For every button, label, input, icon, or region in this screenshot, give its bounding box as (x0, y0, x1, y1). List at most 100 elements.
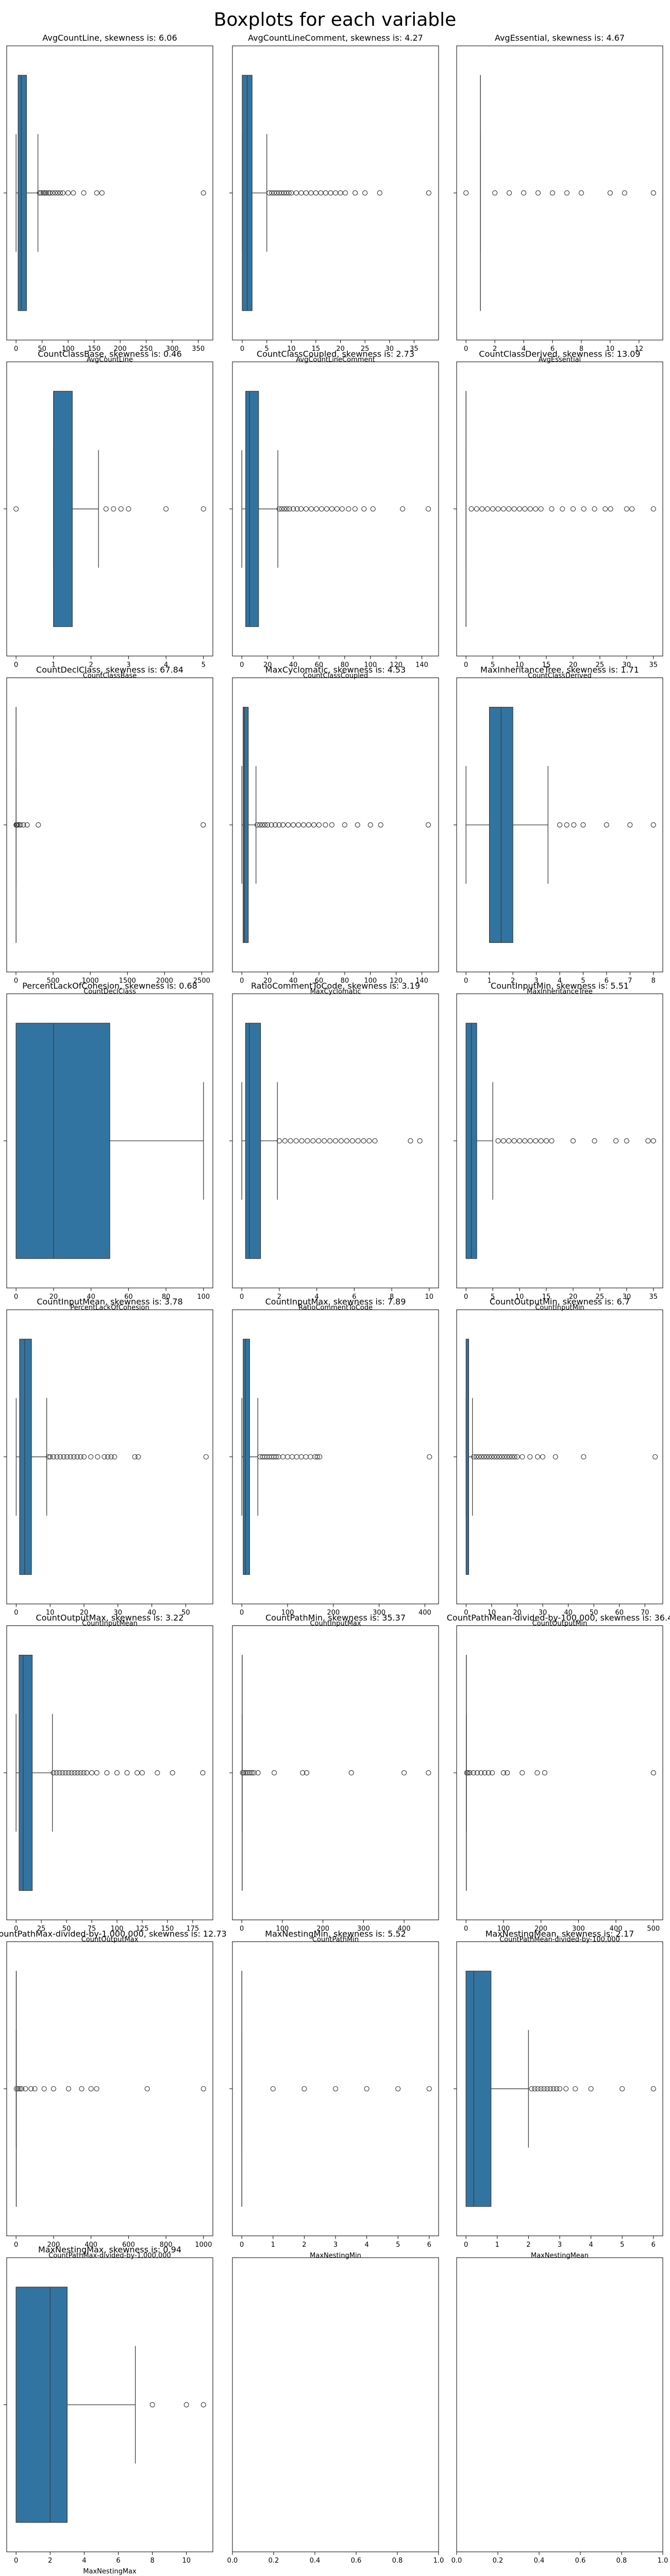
x-tick-label: 6 (352, 1293, 356, 1301)
x-tick-label: 1 (52, 661, 56, 669)
x-tick-label: 0 (240, 1925, 244, 1933)
outlier (474, 506, 480, 512)
box (243, 1338, 250, 1575)
outlier (316, 1138, 322, 1144)
x-tick-label: 100 (497, 1925, 510, 1933)
outlier (300, 1770, 306, 1776)
outlier (366, 1138, 372, 1144)
box (19, 1338, 32, 1575)
x-tick-label: 0 (14, 1609, 18, 1617)
outlier (247, 1770, 253, 1776)
x-tick-label: 5 (620, 2241, 624, 2249)
x-tick-label: 0.0 (227, 2557, 238, 2565)
x-tick-label: 0 (14, 1293, 18, 1301)
outlier (294, 1454, 299, 1460)
outlier (279, 506, 284, 512)
outlier (319, 506, 325, 512)
x-tick-label: 200 (327, 1609, 340, 1617)
x-tick-label: 0 (464, 1293, 468, 1301)
boxplot (15, 1338, 209, 1575)
x-tick-label: 4 (589, 2241, 593, 2249)
outlier (506, 506, 512, 512)
box (245, 1023, 261, 1259)
outlier (79, 2086, 85, 2092)
outlier (323, 190, 329, 196)
x-tick-label: 6 (427, 2241, 431, 2249)
outlier (514, 1454, 520, 1460)
outlier (520, 1770, 525, 1776)
x-tick-label: 3 (126, 661, 130, 669)
outlier (41, 2086, 47, 2092)
x-tick-label: 120 (390, 977, 403, 985)
subplot: 0 25 50 75 100 125 150 175 CountOutputMax, skewn… (4, 1613, 213, 1944)
outlier (163, 506, 169, 512)
figure-title: Boxplots for each variable (214, 9, 457, 30)
x-tick-label: 7 (628, 977, 632, 985)
outlier (102, 1454, 107, 1460)
x-tick-label: 1500 (119, 977, 136, 985)
outlier (285, 822, 291, 828)
outlier (339, 506, 345, 512)
subplot-title: CountClassDerived, skewness is: 13.09 (479, 349, 640, 359)
outlier (465, 1770, 471, 1776)
boxplot (465, 1971, 656, 2207)
outlier (88, 2086, 94, 2092)
outlier (506, 1138, 512, 1144)
outlier (491, 1454, 497, 1460)
outlier (112, 1454, 118, 1460)
outlier (627, 822, 633, 828)
outlier (506, 190, 512, 196)
outlier (89, 1770, 95, 1776)
subplot-title: CountDeclClass, skewness is: 67.84 (36, 665, 183, 675)
outlier (40, 190, 46, 196)
outlier (476, 1454, 482, 1460)
outlier (200, 2402, 206, 2408)
outlier (652, 1454, 658, 1460)
axes-frame (232, 1941, 439, 2236)
outlier (604, 822, 610, 828)
outlier (482, 1770, 488, 1776)
outlier (538, 1138, 544, 1144)
outlier (592, 1138, 597, 1144)
outlier (318, 190, 324, 196)
outlier (542, 1770, 548, 1776)
x-tick-label: 150 (88, 345, 100, 353)
outlier (282, 1138, 288, 1144)
outlier (543, 1138, 549, 1144)
subplot: 0 100 200 300 400 CountPathMin, skewness is: … (229, 1613, 439, 1944)
outlier (352, 506, 358, 512)
outlier (265, 822, 271, 828)
outlier (136, 1454, 141, 1460)
outlier (294, 506, 300, 512)
outlier (499, 1454, 505, 1460)
outlier (57, 1770, 62, 1776)
subplot-title: AvgEssential, skewness is: 4.67 (495, 33, 625, 43)
outlier (47, 1454, 53, 1460)
outlier (301, 2086, 307, 2092)
x-tick-label: 60 (315, 661, 324, 669)
subplot: 0 20 40 60 80 100 120 140 MaxCyclomatic, skewnes… (229, 665, 439, 996)
x-tick-label: 4 (522, 345, 526, 353)
outlier (507, 1454, 512, 1460)
x-tick-label: 400 (398, 1925, 411, 1933)
outlier (303, 506, 309, 512)
outlier (45, 190, 51, 196)
x-tick-label: 0 (14, 977, 18, 985)
boxplot (15, 2286, 206, 2523)
outlier (541, 2086, 547, 2092)
outlier (311, 822, 317, 828)
axes-frame (232, 45, 439, 341)
subplot-title: MaxInheritanceTree, skewness is: 1.71 (480, 665, 639, 675)
outlier (478, 1454, 484, 1460)
subplot-title: CountPathMax-divided-by-1,000,000, skewn… (0, 1929, 227, 1939)
outlier (280, 1454, 286, 1460)
axes-frame (6, 45, 213, 341)
x-tick-label: 30 (623, 661, 631, 669)
outlier (549, 1138, 555, 1144)
x-tick-label: 150 (161, 1925, 174, 1933)
outlier (49, 190, 55, 196)
outlier (308, 190, 314, 196)
x-tick-label: 10 (606, 345, 615, 353)
outlier (17, 2086, 23, 2092)
